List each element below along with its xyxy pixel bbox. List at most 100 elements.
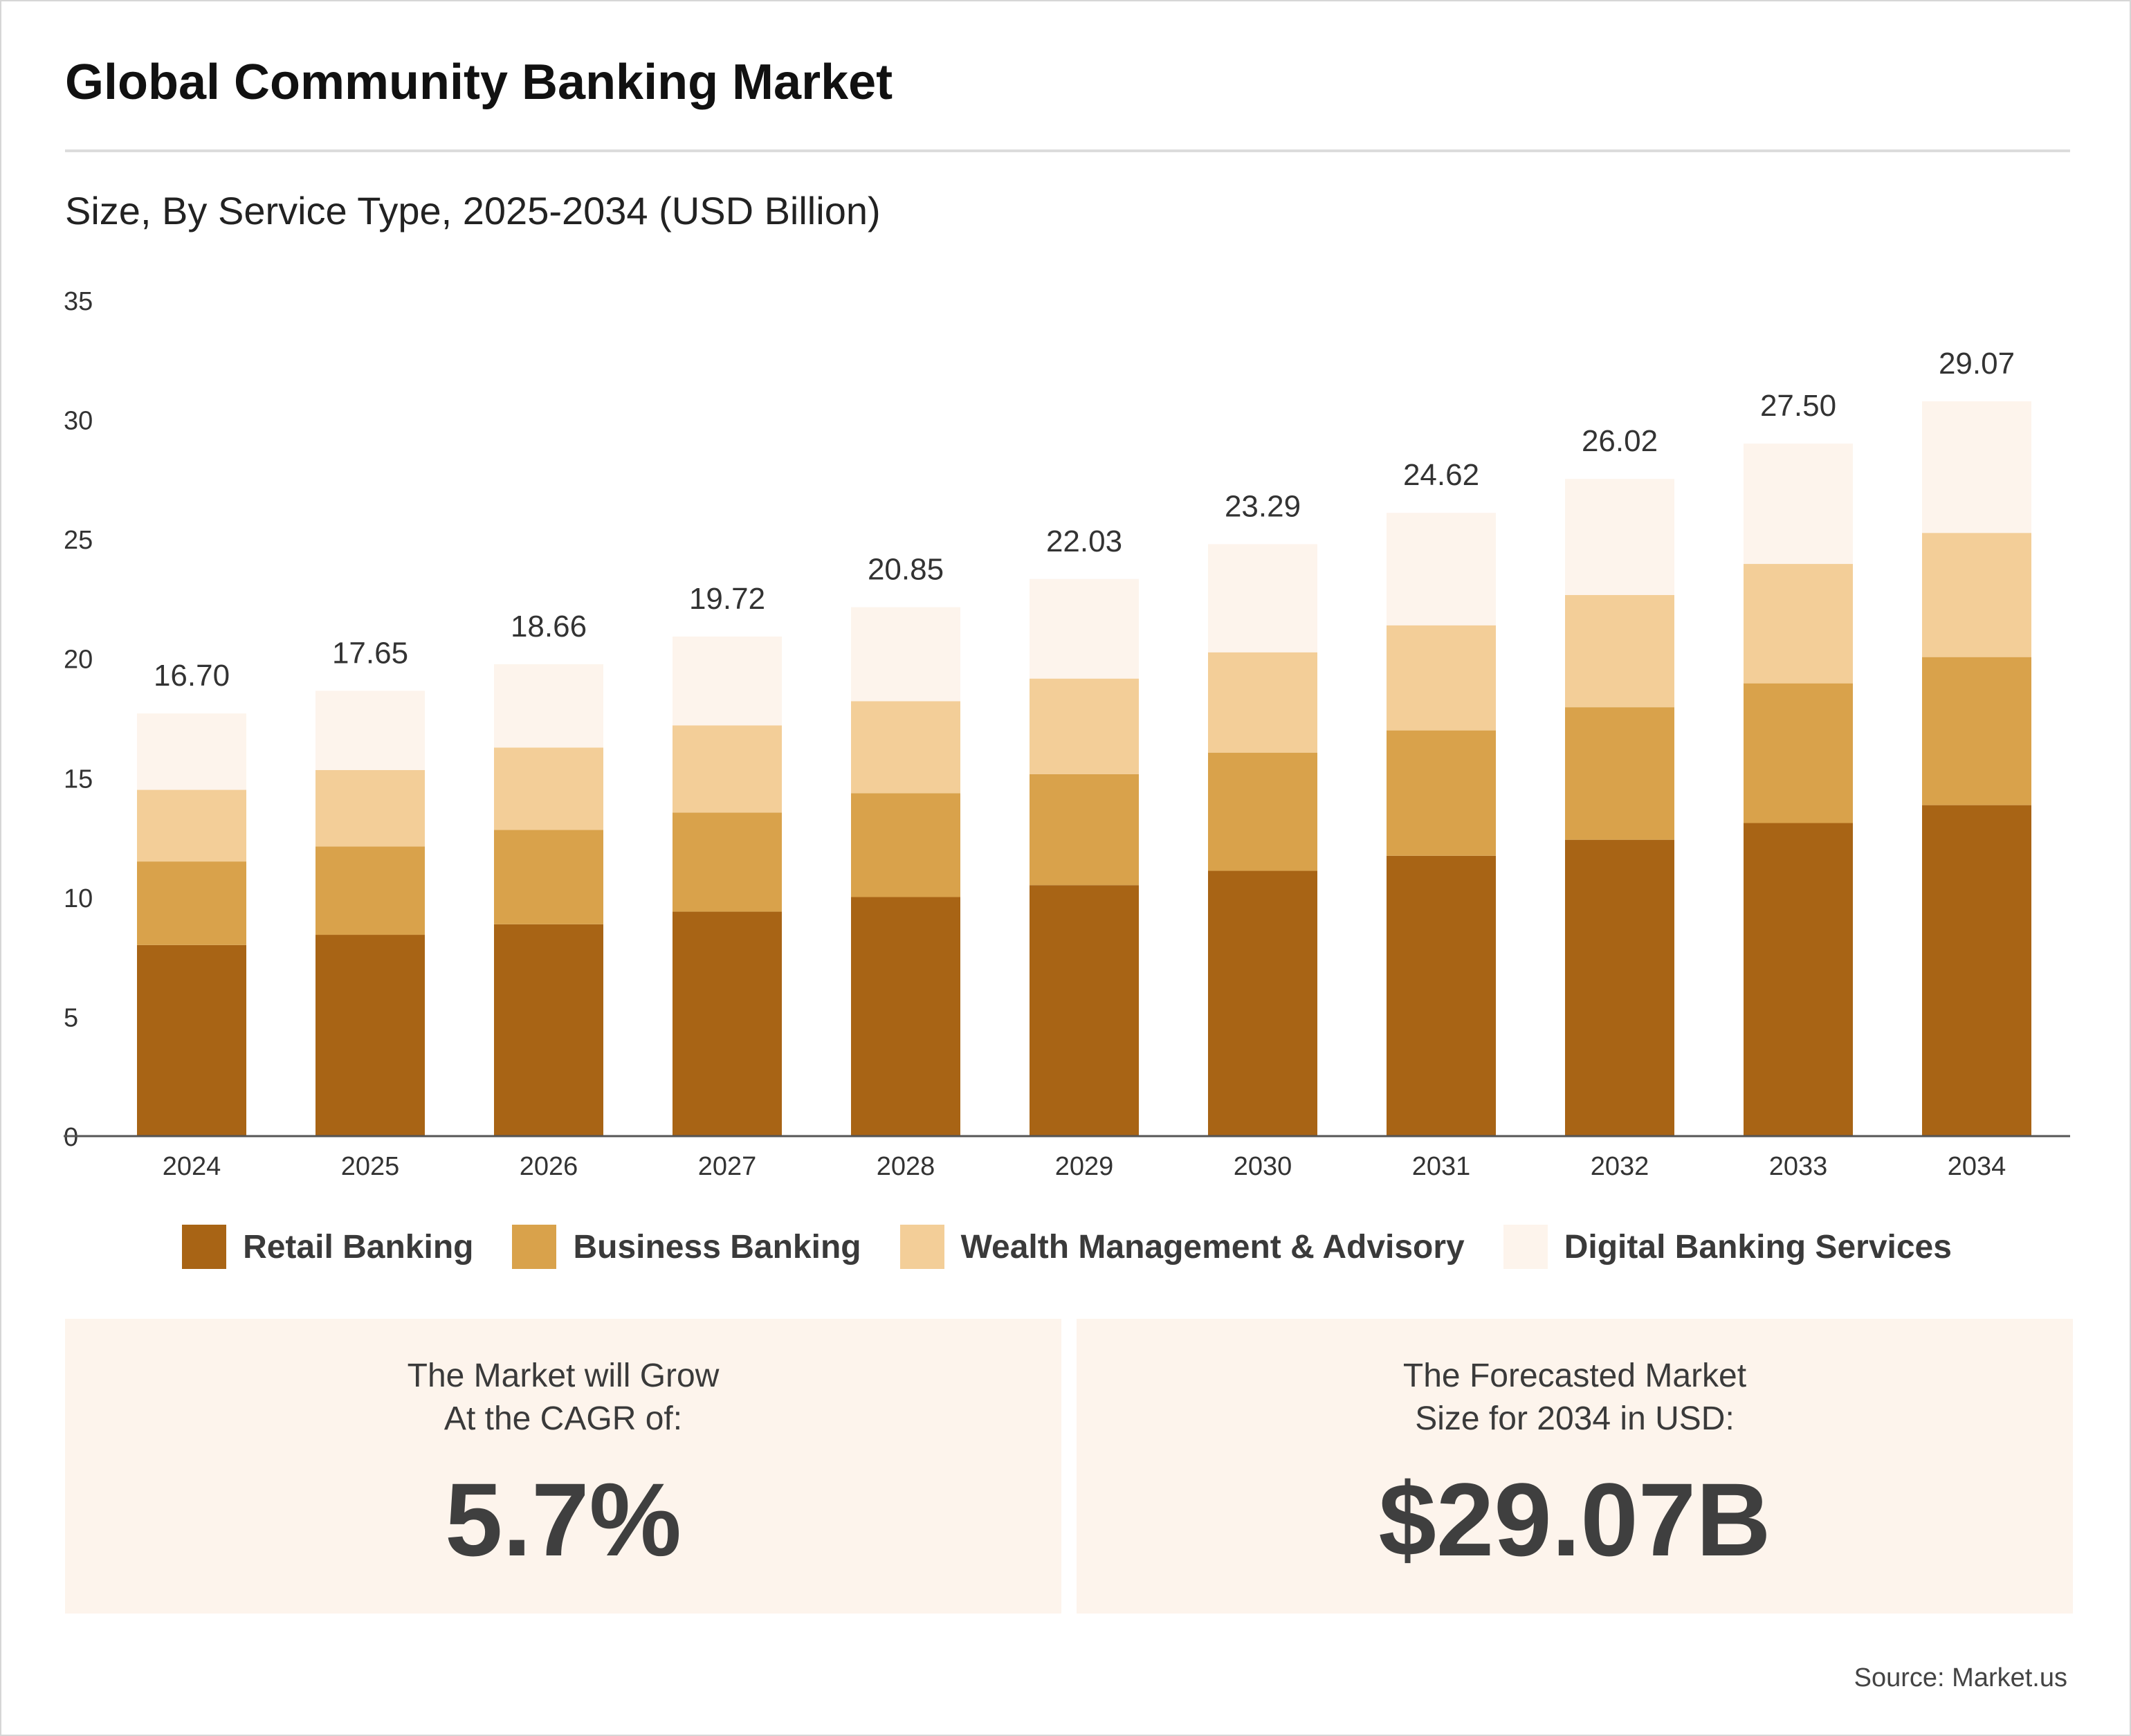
- bar-2033-business-banking: [1744, 683, 1853, 823]
- legend-swatch-retail-banking: [182, 1225, 227, 1269]
- bar-2028-business-banking: [851, 793, 960, 897]
- bar-2027-digital-banking-services: [673, 636, 782, 726]
- legend-swatch-wealth-management: [899, 1225, 944, 1269]
- x-tick-label-2031: 2031: [1412, 1152, 1471, 1181]
- bar-2027-wealth-management-advisory: [673, 725, 782, 813]
- bar-2032-wealth-management-advisory: [1565, 594, 1674, 708]
- forecast-card-line-2: Size for 2034 in USD:: [1415, 1400, 1735, 1437]
- x-tick-label-2033: 2033: [1769, 1152, 1828, 1181]
- total-label-2028: 20.85: [868, 553, 944, 587]
- bar-2026-digital-banking-services: [494, 664, 603, 748]
- legend-label-wealth-management: Wealth Management & Advisory: [960, 1228, 1465, 1266]
- bar-2031-retail-banking: [1387, 855, 1496, 1136]
- bar-2026-wealth-management-advisory: [494, 747, 603, 830]
- bar-2024-business-banking: [137, 861, 246, 945]
- y-tick-label-30: 30: [64, 407, 93, 436]
- bar-2029-retail-banking: [1030, 885, 1139, 1136]
- bar-2024-retail-banking: [137, 944, 246, 1136]
- bar-2032-digital-banking-services: [1565, 479, 1674, 595]
- bar-2034-digital-banking-services: [1922, 401, 2031, 533]
- y-tick-label-0: 0: [64, 1123, 78, 1152]
- bar-2031-digital-banking-services: [1387, 513, 1496, 625]
- x-tick-label-2032: 2032: [1591, 1152, 1649, 1181]
- bar-2031-business-banking: [1387, 730, 1496, 856]
- cagr-card-line-2: At the CAGR of:: [443, 1400, 683, 1437]
- y-tick-label-5: 5: [64, 1003, 78, 1032]
- y-tick-label-10: 10: [64, 884, 93, 913]
- x-tick-label-2030: 2030: [1234, 1152, 1292, 1181]
- legend-item-retail-banking: Retail Banking: [182, 1225, 473, 1269]
- bar-2026-retail-banking: [494, 924, 603, 1136]
- bar-2028-digital-banking-services: [851, 607, 960, 702]
- legend-label-retail-banking: Retail Banking: [243, 1228, 474, 1266]
- cagr-value: 5.7%: [445, 1461, 682, 1578]
- bar-2028-retail-banking: [851, 897, 960, 1136]
- chart-legend: Retail Banking Business Banking Wealth M…: [1, 1219, 2131, 1274]
- x-tick-label-2028: 2028: [877, 1152, 935, 1181]
- x-tick-label-2034: 2034: [1948, 1152, 2006, 1181]
- total-label-2030: 23.29: [1225, 489, 1301, 523]
- y-tick-label-35: 35: [64, 287, 93, 316]
- bar-2034-retail-banking: [1922, 805, 2031, 1136]
- bar-2031-wealth-management-advisory: [1387, 625, 1496, 731]
- y-tick-label-20: 20: [64, 646, 93, 675]
- bar-2029-business-banking: [1030, 774, 1139, 886]
- bar-2029-wealth-management-advisory: [1030, 678, 1139, 774]
- total-label-2027: 19.72: [689, 582, 765, 616]
- cagr-card-line-1: The Market will Grow: [407, 1358, 720, 1394]
- bar-2028-wealth-management-advisory: [851, 701, 960, 794]
- forecast-card-line-1: The Forecasted Market: [1402, 1358, 1747, 1394]
- x-tick-label-2025: 2025: [341, 1152, 400, 1181]
- title-divider: [65, 149, 2070, 152]
- bar-2033-digital-banking-services: [1744, 444, 1853, 565]
- x-tick-label-2024: 2024: [163, 1152, 221, 1181]
- source-note: Source: Market.us: [1854, 1663, 2067, 1692]
- cagr-card: The Market will Grow At the CAGR of: 5.7…: [65, 1319, 1061, 1614]
- x-tick-label-2029: 2029: [1055, 1152, 1114, 1181]
- x-tick-label-2027: 2027: [698, 1152, 757, 1181]
- total-label-2026: 18.66: [511, 610, 587, 643]
- bar-2030-wealth-management-advisory: [1208, 652, 1317, 753]
- legend-swatch-business-banking: [512, 1225, 557, 1269]
- chart-title: Global Community Banking Market: [65, 55, 893, 110]
- y-tick-label-15: 15: [64, 765, 93, 794]
- legend-label-business-banking: Business Banking: [573, 1228, 861, 1266]
- stacked-bar-chart: 0510152025303516.70202417.65202518.66202…: [64, 287, 2070, 1181]
- total-label-2034: 29.07: [1939, 347, 2015, 381]
- total-label-2025: 17.65: [332, 636, 408, 670]
- bar-2030-business-banking: [1208, 752, 1317, 871]
- forecast-value: $29.07B: [1378, 1461, 1771, 1578]
- y-tick-label-25: 25: [64, 526, 93, 555]
- bar-2027-business-banking: [673, 812, 782, 912]
- bar-2033-retail-banking: [1744, 823, 1853, 1136]
- bar-2027-retail-banking: [673, 911, 782, 1136]
- total-label-2033: 27.50: [1760, 389, 1836, 423]
- bar-2026-business-banking: [494, 830, 603, 924]
- legend-item-business-banking: Business Banking: [512, 1225, 861, 1269]
- bar-2025-retail-banking: [315, 935, 425, 1136]
- bar-2025-business-banking: [315, 846, 425, 935]
- legend-swatch-digital-banking: [1503, 1225, 1548, 1269]
- total-label-2024: 16.70: [154, 659, 230, 693]
- forecast-card: The Forecasted Market Size for 2034 in U…: [1077, 1319, 2073, 1614]
- x-tick-label-2026: 2026: [520, 1152, 578, 1181]
- bar-2024-digital-banking-services: [137, 713, 246, 790]
- bar-2025-digital-banking-services: [315, 691, 425, 770]
- total-label-2029: 22.03: [1046, 524, 1122, 558]
- bar-2033-wealth-management-advisory: [1744, 564, 1853, 684]
- bar-2032-business-banking: [1565, 707, 1674, 840]
- legend-label-digital-banking: Digital Banking Services: [1564, 1228, 1952, 1266]
- legend-item-digital-banking: Digital Banking Services: [1503, 1225, 1952, 1269]
- bar-2032-retail-banking: [1565, 839, 1674, 1136]
- bar-2034-business-banking: [1922, 657, 2031, 805]
- bar-2025-wealth-management-advisory: [315, 769, 425, 847]
- chart-subtitle: Size, By Service Type, 2025-2034 (USD Bi…: [65, 189, 881, 232]
- total-label-2032: 26.02: [1582, 424, 1658, 458]
- bar-2030-digital-banking-services: [1208, 544, 1317, 652]
- bar-2030-retail-banking: [1208, 870, 1317, 1136]
- bar-2034-wealth-management-advisory: [1922, 533, 2031, 657]
- legend-item-wealth-management: Wealth Management & Advisory: [899, 1225, 1465, 1269]
- total-label-2031: 24.62: [1403, 458, 1479, 492]
- bar-2024-wealth-management-advisory: [137, 789, 246, 862]
